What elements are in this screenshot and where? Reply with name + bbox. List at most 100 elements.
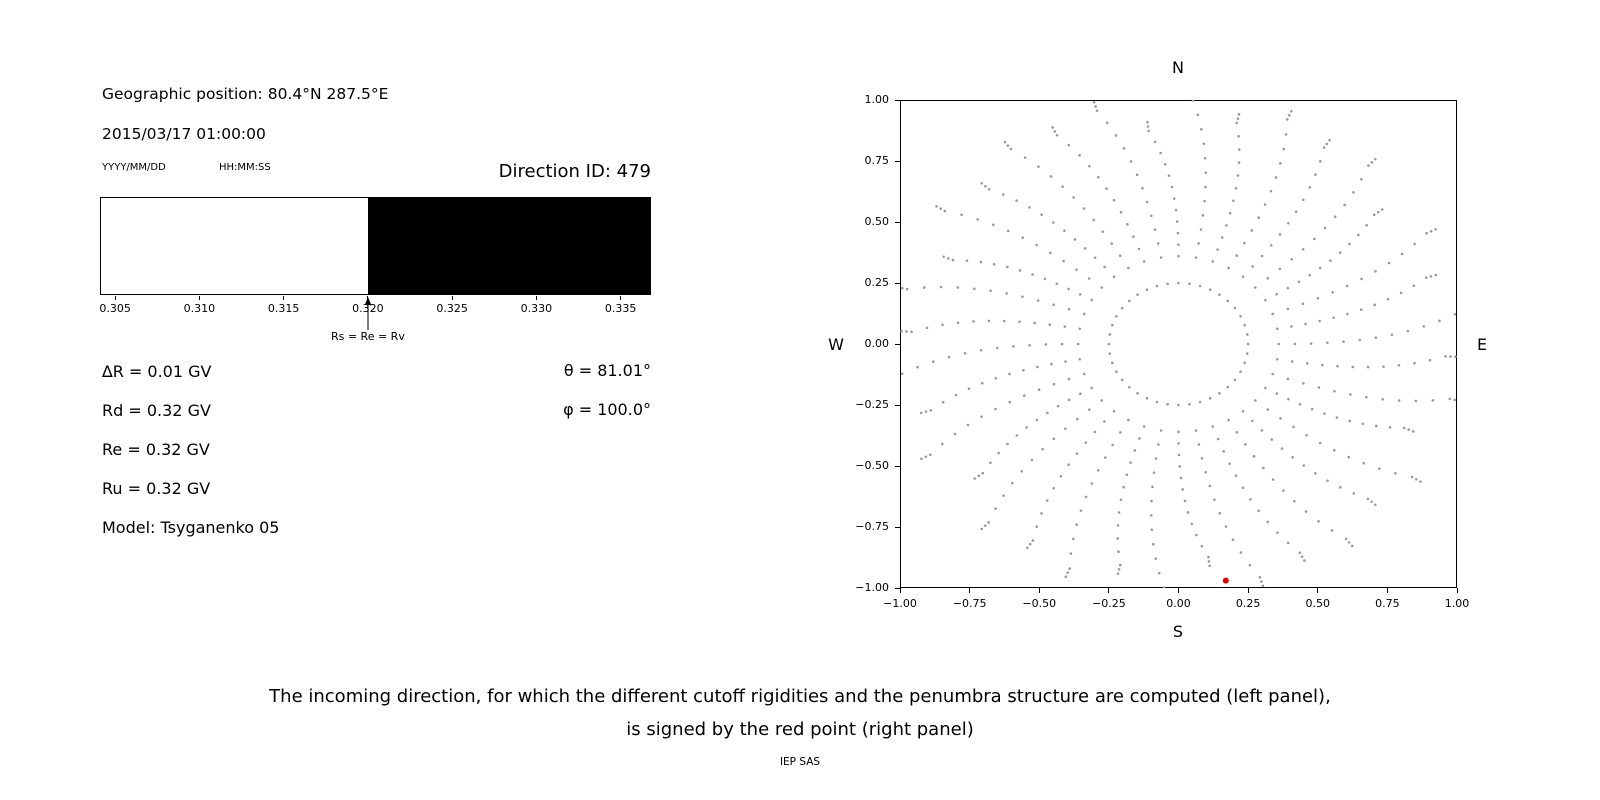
scatter-dot <box>1196 113 1200 117</box>
penumbra-tick-mark <box>535 296 537 300</box>
scatter-dot <box>1156 242 1160 245</box>
penumbra-arrow-label: Rs = Re = Rv <box>330 330 405 343</box>
scatter-dot <box>1218 392 1221 395</box>
scatter-dot <box>1167 174 1171 177</box>
penumbra-x-ticks: 0.305 0.310 0.315 0.320 0.325 0.330 0.335 <box>99 296 651 320</box>
scatter-dot <box>1413 361 1416 365</box>
y-tick-label: 0.75 <box>864 154 890 167</box>
scatter-dot <box>1008 400 1012 404</box>
scatter-dot <box>1422 325 1426 328</box>
scatter-dot <box>1141 187 1144 190</box>
scatter-dot <box>1323 412 1326 415</box>
scatter-dot <box>989 289 992 293</box>
scatter-dot <box>1186 511 1190 514</box>
scatter-dot <box>951 258 955 262</box>
scatter-dot <box>1208 564 1211 568</box>
scatter-dot <box>1367 164 1370 167</box>
scatter-dot <box>1207 555 1210 559</box>
scatter-dot <box>939 207 943 211</box>
scatter-dot <box>1266 520 1269 524</box>
y-tick-mark <box>895 221 900 223</box>
scatter-dot <box>1199 228 1203 231</box>
scatter-dot <box>1050 362 1053 366</box>
scatter-dot <box>1201 214 1205 217</box>
scatter-dot <box>1357 233 1360 237</box>
scatter-dot <box>1162 586 1166 588</box>
scatter-dot <box>1216 437 1220 441</box>
scatter-dot <box>1190 522 1194 526</box>
phi-value: φ = 100.0° <box>563 400 651 419</box>
scatter-dot <box>1117 550 1120 554</box>
scatter-dot <box>1234 186 1238 190</box>
scatter-dot <box>1286 541 1290 545</box>
scatter-dot <box>1397 364 1401 367</box>
scatter-dot <box>1117 511 1121 514</box>
scatter-dot <box>1112 275 1116 279</box>
scatter-dot <box>973 287 976 291</box>
rd-value: Rd = 0.32 GV <box>102 401 211 420</box>
scatter-dot <box>1287 114 1291 117</box>
scatter-dot <box>1301 302 1305 306</box>
scatter-dot <box>1374 270 1377 273</box>
scatter-dot <box>1159 256 1163 259</box>
y-tick-label: 0.50 <box>864 215 890 228</box>
scatter-dot <box>1136 392 1139 395</box>
scatter-dot <box>1195 533 1198 537</box>
scatter-dot <box>1366 497 1370 501</box>
scatter-dot <box>1300 555 1304 558</box>
plot-border <box>900 100 1457 588</box>
scatter-dot <box>1294 210 1298 214</box>
scatter-dot <box>1402 426 1406 430</box>
scatter-dot <box>980 181 984 185</box>
scatter-dot <box>1003 140 1007 144</box>
scatter-dot <box>1064 575 1068 578</box>
penumbra-tick-label: 0.305 <box>99 302 131 315</box>
scatter-dot <box>987 521 990 524</box>
scatter-dot <box>1177 254 1180 258</box>
re-value: Re = 0.32 GV <box>102 440 210 459</box>
scatter-dot <box>1127 299 1131 303</box>
x-tick-mark <box>1247 588 1249 593</box>
scatter-dot <box>1129 461 1132 464</box>
scatter-dot <box>1037 388 1041 392</box>
theta-value: θ = 81.01° <box>563 361 651 380</box>
scatter-dot <box>1108 352 1112 355</box>
scatter-dot <box>1060 342 1064 346</box>
scatter-dot <box>1361 422 1365 426</box>
scatter-dot <box>1075 268 1078 271</box>
scatter-dot <box>1231 538 1235 541</box>
scatter-dot <box>1114 134 1118 137</box>
scatter-dot <box>1239 370 1242 373</box>
scatter-dot <box>941 323 944 327</box>
scatter-dot <box>1078 154 1081 157</box>
scatter-dot <box>1154 457 1158 460</box>
scatter-dot <box>1284 133 1288 136</box>
scatter-dot <box>943 209 947 213</box>
penumbra-tick-mark <box>114 296 116 300</box>
x-tick-label: 0.75 <box>1375 597 1400 610</box>
scatter-dot <box>1203 156 1207 160</box>
scatter-dot <box>1332 449 1336 452</box>
scatter-dot <box>1064 427 1067 431</box>
geo-position-text: Geographic position: 80.4°N 287.5°E <box>102 85 389 103</box>
scatter-dot <box>1150 514 1153 517</box>
scatter-dot <box>1213 498 1216 501</box>
scatter-dot <box>1387 261 1391 265</box>
scatter-dot <box>1126 223 1129 226</box>
scatter-dot <box>1374 336 1378 340</box>
x-tick-label: −0.75 <box>952 597 987 610</box>
scatter-dot <box>1438 319 1441 323</box>
scatter-dot <box>1400 252 1404 256</box>
scatter-dot <box>1269 244 1273 247</box>
scatter-dot <box>1237 161 1241 164</box>
scatter-dot <box>1414 477 1418 481</box>
scatter-dot <box>1286 118 1289 121</box>
scatter-dot <box>1264 386 1267 390</box>
scatter-dot <box>1251 265 1254 268</box>
scatter-dot <box>1096 469 1100 472</box>
scatter-dot <box>1333 215 1337 219</box>
y-tick-label: −1.00 <box>855 581 889 594</box>
scatter-dot <box>1006 144 1010 147</box>
scatter-dot <box>1177 243 1180 246</box>
ru-value: Ru = 0.32 GV <box>102 479 211 498</box>
